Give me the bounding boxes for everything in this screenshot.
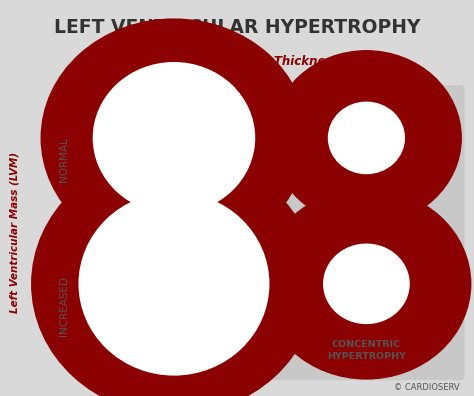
Text: Relative Wall Thickness (RWT): Relative Wall Thickness (RWT): [184, 55, 384, 68]
FancyBboxPatch shape: [0, 0, 474, 48]
FancyBboxPatch shape: [268, 231, 465, 380]
Text: CONCENTRIC
REMODELING: CONCENTRIC REMODELING: [331, 194, 402, 215]
FancyBboxPatch shape: [76, 85, 272, 234]
Ellipse shape: [324, 244, 409, 324]
Text: LEFT VENTRICULAR HYPERTROPHY: LEFT VENTRICULAR HYPERTROPHY: [54, 18, 420, 37]
Text: INCREASED: INCREASED: [319, 76, 378, 86]
Text: NORMAL: NORMAL: [151, 200, 197, 209]
Text: CONCENTRIC
HYPERTROPHY: CONCENTRIC HYPERTROPHY: [327, 341, 406, 360]
FancyBboxPatch shape: [76, 231, 272, 380]
Ellipse shape: [41, 19, 307, 257]
Text: © CARDIOSERV: © CARDIOSERV: [394, 383, 460, 392]
Text: Left Ventricular Mass (LVM): Left Ventricular Mass (LVM): [9, 152, 19, 313]
Text: NORMAL: NORMAL: [160, 76, 205, 86]
Text: ECCENTRIC
HYPERTROPHY: ECCENTRIC HYPERTROPHY: [135, 341, 213, 360]
Ellipse shape: [93, 63, 255, 213]
Text: INCREASED: INCREASED: [59, 276, 69, 336]
Ellipse shape: [272, 51, 461, 225]
Ellipse shape: [328, 102, 404, 173]
Text: NORMAL: NORMAL: [59, 137, 69, 182]
FancyBboxPatch shape: [268, 85, 465, 234]
Ellipse shape: [32, 153, 316, 396]
Ellipse shape: [262, 189, 471, 379]
Ellipse shape: [79, 193, 269, 375]
